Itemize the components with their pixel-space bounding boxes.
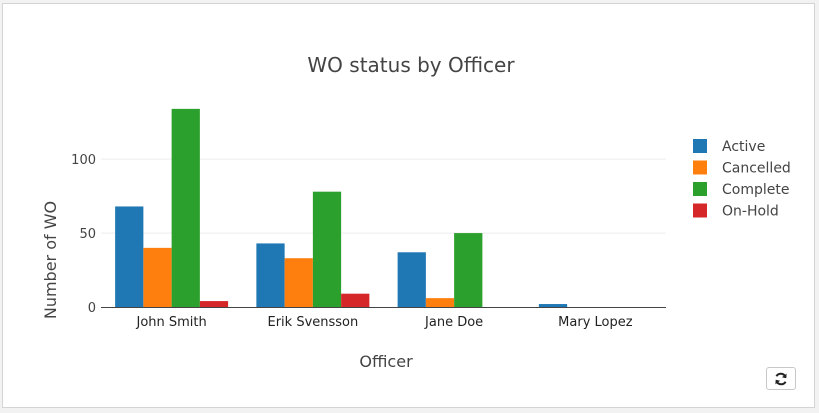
y-tick-labels: 0 50 100: [71, 153, 96, 316]
bar-cancelled-john-smith[interactable]: [143, 247, 172, 307]
legend-item-on-hold[interactable]: On-Hold: [693, 203, 779, 220]
chart-panel: WO status by Officer Number of WO Office…: [2, 3, 815, 408]
legend-label: On-Hold: [722, 204, 779, 220]
legend[interactable]: Active Cancelled Complete On-Hold: [693, 139, 791, 220]
refresh-button[interactable]: [766, 367, 796, 390]
legend-swatch: [693, 160, 707, 175]
x-tick-label: Erik Svensson: [267, 315, 358, 330]
bar-cancelled-jane-doe[interactable]: [425, 298, 455, 307]
y-tick-label: 0: [88, 301, 96, 316]
bars: [115, 108, 568, 307]
legend-swatch: [693, 203, 707, 218]
legend-label: Cancelled: [722, 161, 791, 177]
legend-label: Active: [722, 139, 765, 155]
bar-cancelled-erik-svensson[interactable]: [284, 258, 313, 307]
bar-active-john-smith[interactable]: [115, 206, 144, 307]
bar-active-erik-svensson[interactable]: [256, 243, 285, 307]
legend-item-cancelled[interactable]: Cancelled: [693, 160, 791, 177]
y-tick-label: 50: [79, 227, 96, 242]
bar-complete-erik-svensson[interactable]: [312, 191, 342, 307]
legend-swatch: [693, 139, 707, 153]
bar-active-mary-lopez[interactable]: [538, 304, 568, 307]
bar-complete-john-smith[interactable]: [171, 108, 200, 307]
refresh-icon: [775, 372, 787, 385]
x-tick-label: John Smith: [135, 315, 206, 330]
legend-item-active[interactable]: Active: [693, 139, 765, 155]
legend-label: Complete: [722, 182, 789, 198]
bar-chart: WO status by Officer Number of WO Office…: [41, 53, 791, 371]
bar-on-hold-erik-svensson[interactable]: [341, 293, 370, 307]
chart-title: WO status by Officer: [307, 53, 515, 77]
y-tick-label: 100: [71, 153, 96, 168]
legend-item-complete[interactable]: Complete: [693, 182, 789, 198]
x-axis-label: Officer: [359, 352, 413, 371]
x-tick-label: Mary Lopez: [558, 315, 633, 330]
bar-active-jane-doe[interactable]: [397, 252, 426, 307]
legend-swatch: [693, 182, 707, 196]
x-tick-labels: John Smith Erik Svensson Jane Doe Mary Lope…: [135, 315, 632, 330]
bar-on-hold-john-smith[interactable]: [199, 301, 229, 307]
bar-complete-jane-doe[interactable]: [454, 233, 483, 307]
y-axis-label: Number of WO: [41, 201, 60, 319]
x-tick-label: Jane Doe: [424, 315, 483, 330]
